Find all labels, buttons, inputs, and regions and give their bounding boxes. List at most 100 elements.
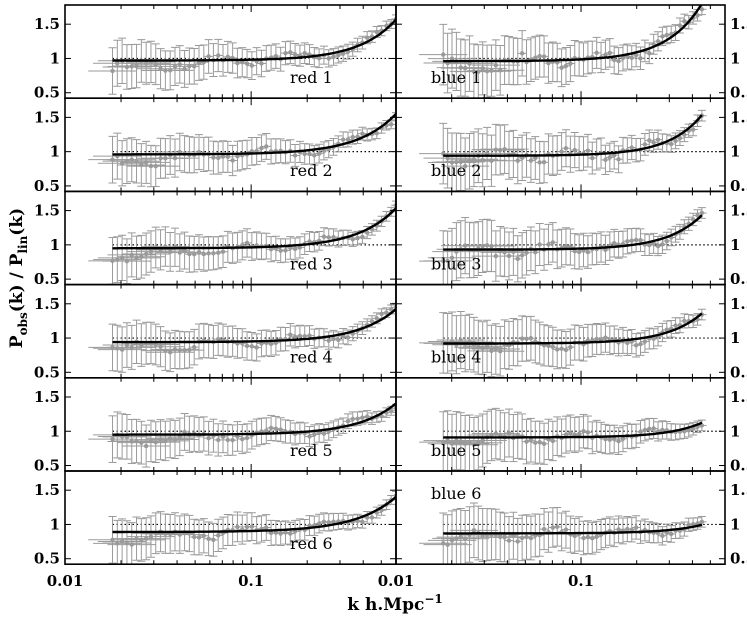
data-point: [232, 511, 243, 543]
data-marker: [259, 145, 264, 151]
data-marker: [201, 251, 207, 257]
data-marker: [196, 535, 202, 540]
data-point: [467, 134, 516, 187]
y-tick-label: 1: [50, 236, 60, 254]
data-marker: [555, 347, 560, 352]
data-marker: [292, 334, 298, 340]
model-curve: [443, 421, 703, 439]
data-point: [583, 133, 593, 168]
data-marker: [555, 524, 560, 530]
data-marker: [642, 142, 648, 147]
data-marker: [302, 151, 307, 157]
data-marker: [471, 442, 477, 447]
data-point: [561, 129, 571, 168]
data-marker: [143, 443, 149, 449]
data-marker: [638, 341, 643, 347]
panel-blue-3: 0.5 1 1.5 blue 3: [395, 190, 747, 288]
data-point: [570, 131, 580, 169]
data-marker: [541, 441, 547, 446]
data-point: [102, 238, 152, 285]
data-marker: [264, 428, 269, 433]
data-point: [275, 238, 286, 264]
data-point: [427, 28, 477, 89]
data-marker: [467, 61, 472, 66]
data-marker: [244, 343, 250, 349]
data-point: [565, 228, 576, 266]
data-marker: [345, 335, 351, 340]
data-marker: [484, 344, 490, 349]
data-point: [102, 414, 152, 460]
data-marker: [502, 535, 507, 540]
data-point: [319, 141, 329, 161]
data-point: [591, 520, 602, 553]
data-marker: [336, 337, 341, 343]
data-point: [476, 124, 525, 176]
data-marker: [172, 64, 178, 69]
panel-frame: [64, 283, 397, 379]
data-marker: [594, 534, 599, 539]
data-marker: [288, 50, 293, 55]
data-point: [574, 416, 584, 452]
data-marker: [191, 534, 197, 540]
panel-frame: [64, 470, 397, 565]
data-marker: [264, 525, 269, 530]
data-marker: [655, 39, 661, 44]
data-point: [285, 322, 296, 347]
data-point: [543, 325, 554, 367]
data-marker: [139, 440, 144, 445]
panel-label: blue 2: [431, 161, 481, 180]
data-marker: [172, 347, 178, 352]
data-point: [458, 321, 507, 376]
data-marker: [211, 155, 216, 160]
data-marker: [129, 542, 134, 547]
data-point: [107, 522, 156, 565]
data-marker: [629, 55, 634, 61]
data-point: [150, 138, 200, 178]
data-point: [213, 423, 223, 457]
y-tick-label: 1.5: [730, 108, 747, 126]
data-point: [530, 420, 540, 465]
y-tick-label: 1.5: [730, 15, 747, 33]
data-point: [117, 518, 166, 562]
data-marker: [498, 68, 503, 73]
data-marker: [533, 55, 538, 61]
panel-plot-area: [419, 502, 723, 565]
data-point: [314, 48, 324, 69]
y-title-end: (k): [7, 208, 27, 236]
data-marker: [216, 53, 221, 58]
data-marker: [225, 154, 231, 160]
data-marker: [445, 258, 450, 264]
y-tick-label: 1: [730, 236, 740, 254]
data-point: [556, 329, 567, 369]
data-point: [121, 517, 171, 561]
y-tick-label: 1.5: [730, 481, 747, 499]
data-point: [304, 325, 315, 347]
data-marker: [673, 138, 678, 144]
data-point: [338, 45, 348, 62]
data-marker: [230, 158, 235, 163]
data-point: [627, 328, 637, 355]
data-point: [697, 5, 707, 16]
data-marker: [196, 250, 202, 255]
data-marker: [625, 526, 630, 532]
data-point: [605, 142, 615, 173]
data-marker: [612, 436, 617, 442]
data-marker: [502, 146, 507, 152]
data-point: [583, 415, 593, 450]
data-marker: [620, 436, 626, 441]
data-point: [141, 420, 190, 462]
data-marker: [283, 248, 288, 253]
data-point: [609, 140, 619, 170]
panel-label: blue 4: [431, 348, 481, 367]
data-point: [343, 131, 353, 148]
data-point: [548, 420, 558, 462]
data-marker: [326, 338, 331, 343]
data-marker: [638, 237, 643, 243]
y-tick-label: 1: [730, 329, 740, 347]
data-point: [247, 332, 257, 361]
data-point: [266, 519, 276, 547]
data-marker: [355, 416, 360, 421]
data-marker: [506, 253, 512, 259]
data-point: [423, 514, 472, 565]
data-point: [441, 510, 490, 565]
